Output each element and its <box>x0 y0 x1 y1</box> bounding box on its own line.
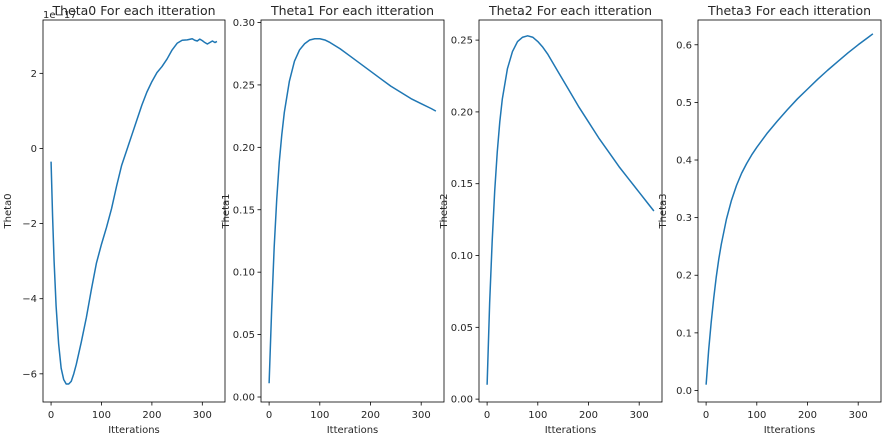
y-tick-label: 0.05 <box>451 323 473 334</box>
y-tick-label: 0.6 <box>676 40 692 51</box>
x-axis-label: Itterations <box>327 425 379 436</box>
axes-frame <box>260 19 445 403</box>
axes-frame <box>697 19 882 403</box>
x-tick-label: 300 <box>630 410 649 421</box>
subplot-theta0: Theta0 For each itteration 1e−17 Itterat… <box>3 3 226 436</box>
series-line <box>50 38 218 385</box>
axes-frame <box>42 19 226 403</box>
x-tick-label: 200 <box>579 410 598 421</box>
subplot-title: Theta3 For each itteration <box>707 3 871 18</box>
x-tick-label: 100 <box>92 410 111 421</box>
x-tick-label: 200 <box>798 410 817 421</box>
x-tick-label: 0 <box>703 410 709 421</box>
subplot-title: Theta1 For each itteration <box>270 3 434 18</box>
y-offset-label: 1e−17 <box>43 10 77 21</box>
y-tick-label: 0.10 <box>451 251 473 262</box>
y-tick-label: −2 <box>22 219 37 230</box>
x-tick-label: 300 <box>193 410 212 421</box>
y-tick-label: 0.00 <box>233 393 255 404</box>
x-tick-label: 100 <box>528 410 547 421</box>
y-tick-label: 0.15 <box>451 179 473 190</box>
y-axis-label: Theta2 <box>439 193 450 229</box>
x-tick-label: 100 <box>310 410 329 421</box>
y-axis-label: Theta1 <box>221 193 232 229</box>
axes-frame <box>478 19 663 403</box>
x-tick-label: 300 <box>412 410 431 421</box>
y-tick-label: 0.20 <box>233 143 255 154</box>
x-axis-label: Itterations <box>764 425 816 436</box>
x-tick-label: 200 <box>361 410 380 421</box>
y-tick-label: 0.20 <box>451 107 473 118</box>
subplot-title: Theta2 For each itteration <box>488 3 652 18</box>
y-tick-label: 0.25 <box>233 80 255 91</box>
x-tick-label: 300 <box>849 410 868 421</box>
x-tick-label: 0 <box>266 410 272 421</box>
y-tick-label: 2 <box>31 69 37 80</box>
y-tick-label: 0.05 <box>233 330 255 341</box>
subplot-theta2: Theta2 For each itteration Itterations T… <box>439 3 663 436</box>
subplot-theta1: Theta1 For each itteration Itterations T… <box>221 3 445 436</box>
series-line <box>486 35 655 385</box>
y-tick-label: 0.30 <box>233 18 255 29</box>
y-axis-label: Theta3 <box>658 193 669 229</box>
y-tick-label: 0.10 <box>233 268 255 279</box>
x-tick-label: 0 <box>484 410 490 421</box>
y-tick-label: 0.5 <box>676 98 692 109</box>
y-tick-label: 0 <box>31 144 37 155</box>
y-tick-label: 0.15 <box>233 205 255 216</box>
y-tick-label: 0.00 <box>451 395 473 406</box>
y-tick-label: 0.2 <box>676 271 692 282</box>
y-tick-label: −6 <box>22 369 37 380</box>
subplot-title: Theta0 For each itteration <box>51 3 215 18</box>
subplot-theta3: Theta3 For each itteration Itterations T… <box>658 3 882 436</box>
y-tick-label: 0.25 <box>451 36 473 47</box>
tick-group: 0 100 200 300 0.00 0.05 0.10 0.15 0.20 0.25 <box>451 36 649 421</box>
tick-group: 0 100 200 300 0.00 0.05 0.10 0.15 0.20 0.25 0.30 <box>233 18 431 421</box>
y-axis-label: Theta0 <box>3 193 14 229</box>
x-axis-label: Itterations <box>545 425 597 436</box>
series-line <box>268 37 437 384</box>
y-tick-label: 0.0 <box>676 386 692 397</box>
tick-group: 0 100 200 300 −6 −4 −2 0 2 <box>22 69 212 421</box>
series-line <box>705 33 874 385</box>
x-axis-label: Itterations <box>108 425 160 436</box>
x-tick-label: 100 <box>747 410 766 421</box>
y-tick-label: 0.4 <box>676 156 692 167</box>
y-tick-label: 0.3 <box>676 213 692 224</box>
x-tick-label: 200 <box>142 410 161 421</box>
y-tick-label: 0.1 <box>676 328 692 339</box>
tick-group: 0 100 200 300 0.0 0.1 0.2 0.3 0.4 0.5 0.6 <box>676 40 868 421</box>
y-tick-label: −4 <box>22 294 37 305</box>
x-tick-label: 0 <box>48 410 54 421</box>
